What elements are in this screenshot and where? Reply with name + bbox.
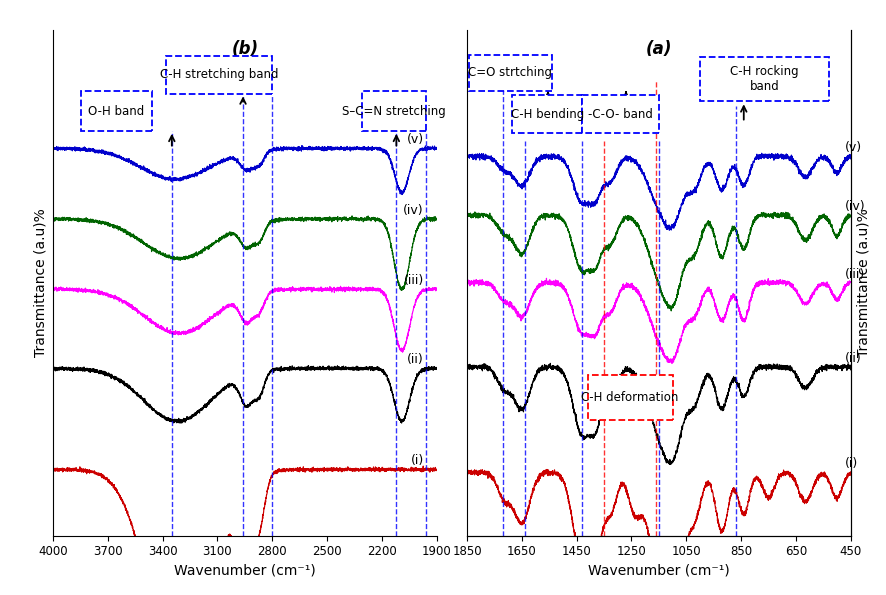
Text: (ii): (ii): [407, 353, 424, 366]
Text: (v): (v): [845, 141, 862, 154]
Text: C-H bending: C-H bending: [510, 108, 584, 121]
Text: -C-O- band: -C-O- band: [588, 108, 653, 121]
FancyBboxPatch shape: [469, 55, 552, 91]
FancyBboxPatch shape: [81, 91, 152, 131]
Text: S–C=N stretching: S–C=N stretching: [342, 105, 446, 118]
Y-axis label: Transmittance (a.u)%: Transmittance (a.u)%: [34, 208, 48, 357]
FancyBboxPatch shape: [167, 56, 272, 93]
Text: (iii): (iii): [403, 274, 424, 287]
Text: (ii): (ii): [845, 352, 862, 365]
X-axis label: Wavenumber (cm⁻¹): Wavenumber (cm⁻¹): [588, 564, 730, 578]
Text: (b): (b): [231, 40, 259, 58]
Text: C-H rocking
band: C-H rocking band: [730, 65, 798, 93]
Text: C=O strtching: C=O strtching: [469, 67, 552, 80]
Text: C-H stretching band: C-H stretching band: [160, 68, 278, 82]
FancyBboxPatch shape: [361, 91, 425, 131]
Text: (v): (v): [407, 133, 424, 146]
Y-axis label: Transmittance (a.u)%: Transmittance (a.u)%: [856, 208, 870, 357]
Text: (iii): (iii): [845, 268, 866, 281]
FancyBboxPatch shape: [512, 95, 582, 133]
X-axis label: Wavenumber (cm⁻¹): Wavenumber (cm⁻¹): [174, 564, 315, 578]
Text: (a): (a): [646, 40, 672, 58]
FancyBboxPatch shape: [587, 375, 672, 419]
FancyBboxPatch shape: [700, 57, 828, 101]
Text: O-H band: O-H band: [88, 105, 144, 118]
FancyBboxPatch shape: [582, 95, 659, 133]
Text: (iv): (iv): [845, 201, 866, 213]
Text: (i): (i): [410, 454, 424, 467]
Text: C-H deformation: C-H deformation: [581, 391, 679, 404]
Text: (iv): (iv): [403, 203, 424, 217]
Text: (i): (i): [845, 458, 859, 471]
